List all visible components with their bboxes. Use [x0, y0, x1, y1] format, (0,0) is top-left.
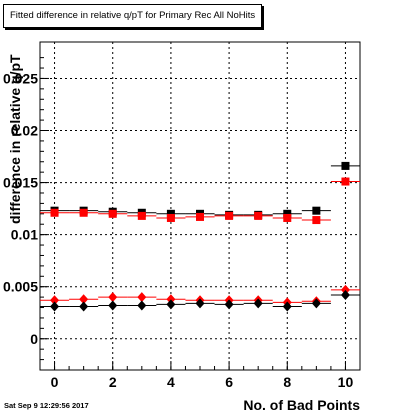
data-point — [108, 292, 118, 303]
grid — [40, 42, 360, 370]
data-point — [282, 301, 292, 312]
data-point — [137, 292, 147, 303]
data-point — [137, 300, 147, 311]
data-point — [224, 299, 234, 310]
data-point — [196, 212, 204, 221]
x-tick-label: 10 — [338, 374, 354, 390]
data-point — [283, 213, 292, 222]
axis-ticks — [40, 57, 346, 370]
series-1 — [40, 177, 360, 225]
data-point — [50, 208, 59, 217]
y-tick-label: 0.025 — [3, 70, 38, 86]
y-tick-label: 0.01 — [11, 227, 38, 243]
x-tick-label: 0 — [51, 374, 59, 390]
data-point — [79, 301, 89, 312]
x-axis-label: No. of Bad Points — [243, 397, 360, 413]
x-tick-label: 4 — [167, 374, 175, 390]
series-3 — [40, 290, 360, 312]
data-point — [166, 213, 175, 222]
data-point — [340, 290, 350, 301]
data-series — [40, 161, 360, 312]
data-point — [166, 299, 176, 310]
data-point — [50, 301, 60, 312]
tick-labels: 0 2 4 6 8 10 0 0.005 0.01 0.015 0.02 0.025 — [3, 70, 353, 390]
x-tick-label: 8 — [283, 374, 291, 390]
data-point — [254, 211, 263, 220]
data-point — [166, 209, 175, 218]
timestamp: Sat Sep 9 12:29:56 2017 — [4, 401, 89, 410]
data-point — [195, 298, 205, 309]
data-point — [79, 294, 89, 305]
data-point — [225, 211, 234, 220]
y-tick-label: 0 — [30, 331, 38, 347]
data-point — [311, 298, 321, 309]
data-point — [283, 209, 292, 218]
data-point — [108, 300, 118, 311]
data-point — [108, 209, 117, 218]
data-point — [50, 295, 60, 306]
data-point — [341, 177, 350, 186]
y-tick-label: 0.005 — [3, 279, 38, 295]
data-point — [312, 206, 321, 215]
data-point — [253, 298, 263, 309]
data-point — [79, 208, 88, 217]
plot-frame — [39, 41, 361, 371]
y-axis-label: difference in relative q/pT — [7, 54, 23, 224]
data-point — [340, 284, 350, 295]
chart-title: Fitted difference in relative q/pT for P… — [3, 4, 263, 28]
y-tick-label: 0.02 — [11, 123, 38, 139]
data-point — [341, 161, 350, 170]
y-tick-label: 0.015 — [3, 175, 38, 191]
data-point — [166, 294, 176, 305]
x-tick-label: 6 — [225, 374, 233, 390]
data-point — [137, 211, 146, 220]
data-point — [312, 216, 321, 225]
x-tick-label: 2 — [109, 374, 117, 390]
